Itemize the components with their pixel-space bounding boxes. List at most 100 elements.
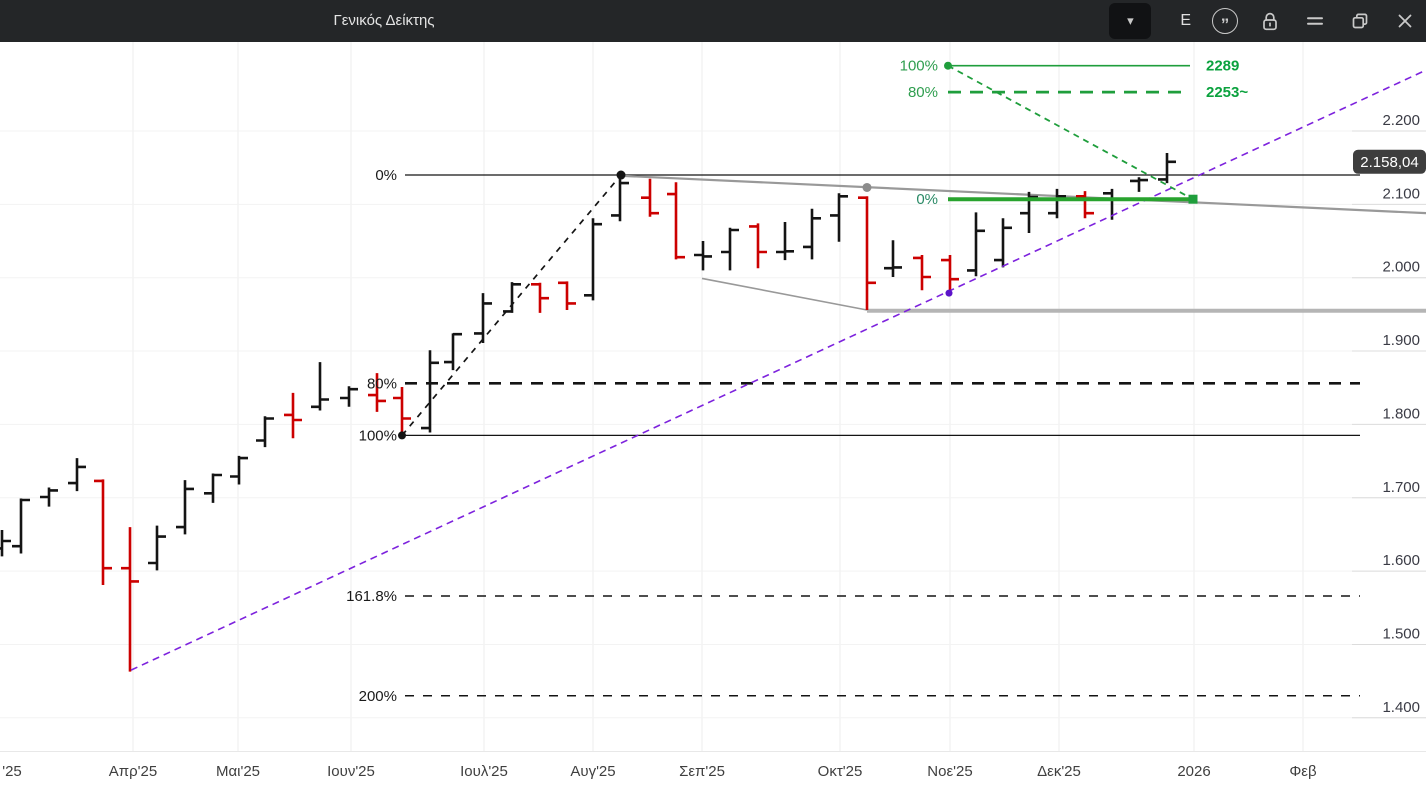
- ohlc-bar: [94, 479, 112, 585]
- time-tick-label: Αυγ'25: [570, 763, 615, 780]
- ohlc-bar: [1076, 191, 1094, 219]
- time-tick-label: Ιουλ'25: [460, 763, 508, 780]
- ohlc-bar: [121, 527, 139, 672]
- ohlc-bar: [531, 282, 549, 313]
- last-price-label: 2.158,04: [1360, 154, 1418, 171]
- time-tick-label: Φεβ: [1289, 763, 1317, 780]
- time-tick-label: 2026: [1177, 763, 1210, 780]
- chevron-down-icon: ▾: [1127, 13, 1134, 28]
- quotes-icon: ”: [1212, 8, 1238, 34]
- ohlc-bar: [230, 455, 248, 485]
- ohlc-bar: [1048, 188, 1066, 219]
- ohlc-bar: [967, 212, 985, 277]
- ohlc-bar: [340, 386, 358, 407]
- ohlc-bar: [176, 480, 194, 535]
- price-tick-label: 2.100: [1382, 185, 1420, 202]
- ohlc-bar: [584, 218, 602, 301]
- fib-level-label: 100%: [359, 427, 397, 444]
- restore-window-icon: [1352, 13, 1368, 29]
- price-tick-label: 1.700: [1382, 479, 1420, 496]
- ohlc-bar: [667, 182, 685, 260]
- time-axis[interactable]: '25 Απρ'25 Μαι'25 Ιουν'25 Ιουλ'25 Αυγ'25 Σεπ'2…: [2, 763, 1317, 780]
- quotes-button[interactable]: ”: [1212, 8, 1238, 34]
- close-icon: [1398, 14, 1412, 28]
- time-tick-label: Οκτ'25: [818, 763, 863, 780]
- ohlc-bar: [749, 223, 767, 269]
- ohlc-bar: [558, 281, 576, 310]
- ohlc-bars: [0, 153, 1176, 672]
- titlebar-controls: ▾ E ”: [1109, 0, 1418, 42]
- ohlc-bar: [503, 282, 521, 313]
- fib-ext-value-label: 2289: [1206, 58, 1239, 75]
- price-axis[interactable]: 2.200 2.100 2.000 1.900 1.800 1.700 1.600 1.500…: [1382, 112, 1420, 716]
- time-tick-label: Μαι'25: [216, 763, 260, 780]
- price-tick-label: 1.400: [1382, 699, 1420, 716]
- fib-ext-level-label: 100%: [900, 58, 938, 75]
- titlebar: Γενικός Δείκτης ▾ E ”: [0, 0, 1426, 42]
- ohlc-bar: [858, 196, 876, 310]
- fib-level-label: 200%: [359, 688, 397, 705]
- time-tick-label: Δεκ'25: [1037, 763, 1081, 780]
- ohlc-bar: [148, 525, 166, 571]
- ohlc-bar: [803, 208, 821, 260]
- restore-window-button[interactable]: [1347, 8, 1373, 34]
- fib-level-label: 161.8%: [346, 588, 397, 605]
- ohlc-bar: [694, 241, 712, 271]
- close-button[interactable]: [1392, 8, 1418, 34]
- uptrend-purple: [130, 69, 1426, 671]
- lock-button[interactable]: [1257, 8, 1283, 34]
- ohlc-bar: [421, 350, 439, 433]
- price-tick-label: 1.800: [1382, 405, 1420, 422]
- dropdown-button[interactable]: ▾: [1109, 3, 1152, 39]
- channel-trendlines: [619, 174, 1426, 313]
- fib-extension-levels: [948, 64, 1193, 202]
- menu-lines-icon: [1307, 17, 1323, 25]
- ohlc-bar: [256, 416, 274, 448]
- fib-labels: 0% 80% 100% 161.8% 200% 100% 2289 80% 2253~ 0%: [346, 58, 1248, 705]
- fib-level-label: 80%: [367, 375, 397, 392]
- price-tick-label: 2.000: [1382, 259, 1420, 276]
- price-tick-label: 1.900: [1382, 332, 1420, 349]
- projection-green: [947, 64, 1194, 201]
- ohlc-bar: [721, 227, 739, 271]
- ohlc-bar: [393, 387, 411, 437]
- fib-retracement-levels: [405, 174, 1360, 697]
- price-tick-label: 2.200: [1382, 112, 1420, 129]
- ohlc-bar: [994, 218, 1012, 268]
- letter-e-button[interactable]: E: [1180, 12, 1191, 29]
- ohlc-bar: [0, 530, 11, 557]
- time-tick-label: Σεπ'25: [679, 763, 725, 780]
- ohlc-bar: [68, 458, 86, 492]
- ohlc-bar: [444, 332, 462, 371]
- ohlc-bar: [474, 293, 492, 343]
- anchor-markers: [398, 61, 1198, 440]
- time-tick-label: Απρ'25: [109, 763, 157, 780]
- time-tick-label: Νοε'25: [927, 763, 972, 780]
- swing-dashed-black: [401, 174, 622, 436]
- gridlines: [0, 42, 1426, 752]
- time-tick-label: '25: [2, 763, 22, 780]
- upper-channel-gray: [619, 174, 1426, 215]
- window-title: Γενικός Δείκτης: [333, 12, 435, 29]
- ohlc-bar: [311, 362, 329, 411]
- fib-ext-value-label: 2253~: [1206, 84, 1248, 101]
- ohlc-bar: [776, 222, 794, 261]
- lower-channel-gray: [701, 277, 868, 311]
- ohlc-bar: [641, 178, 659, 217]
- ohlc-bar: [941, 255, 959, 293]
- ohlc-bar: [284, 392, 302, 439]
- price-tick-label: 1.500: [1382, 625, 1420, 642]
- menu-button[interactable]: [1302, 8, 1328, 34]
- ohlc-bar: [204, 473, 222, 503]
- ohlc-bar: [368, 373, 386, 412]
- price-tick-label: 1.600: [1382, 552, 1420, 569]
- ohlc-bar: [12, 498, 30, 554]
- fib-level-label: 0%: [375, 167, 397, 184]
- ohlc-bar: [40, 487, 58, 507]
- fib-ext-level-label: 80%: [908, 84, 938, 101]
- ohlc-bar: [884, 240, 902, 277]
- ohlc-bar: [611, 174, 629, 222]
